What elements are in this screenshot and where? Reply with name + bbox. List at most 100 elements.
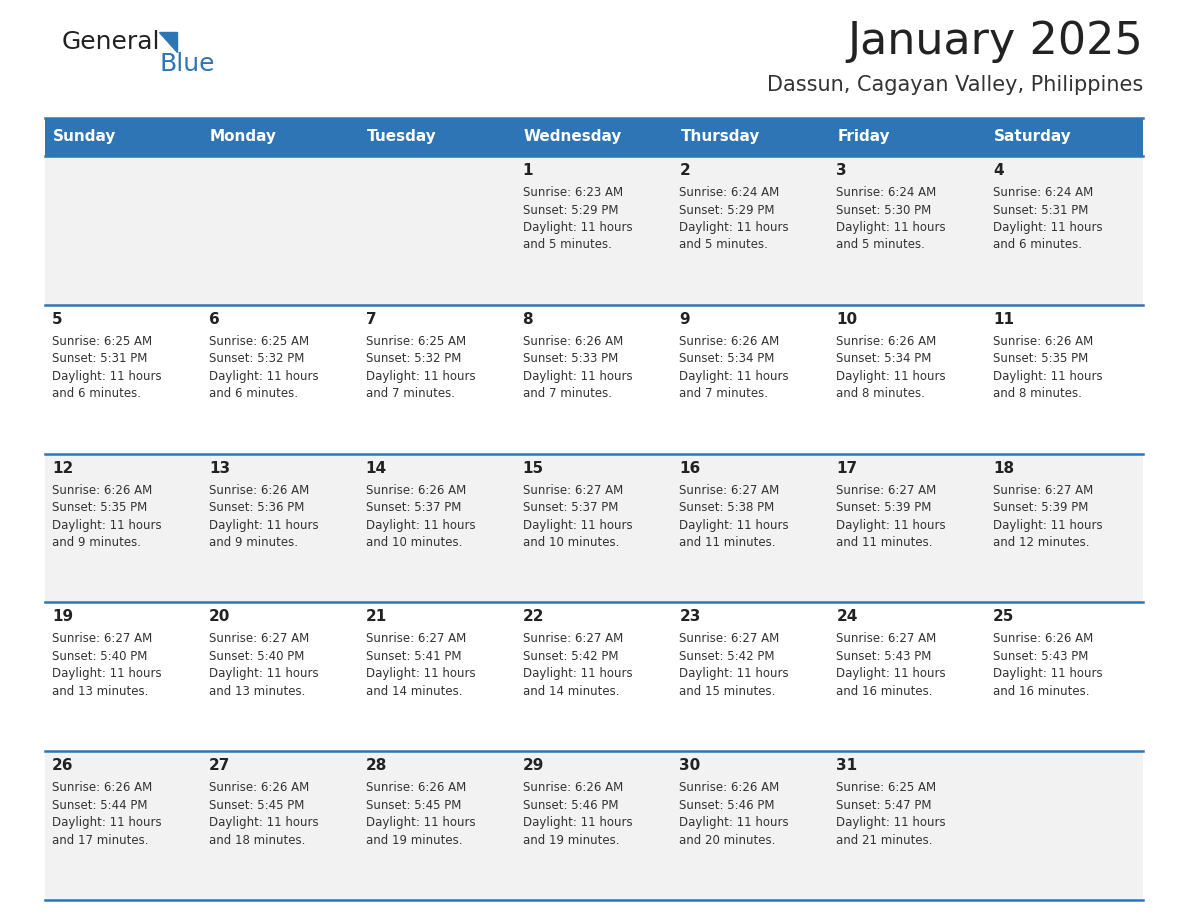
Text: 30: 30 (680, 758, 701, 773)
Text: Sunset: 5:43 PM: Sunset: 5:43 PM (993, 650, 1088, 663)
Text: Sunrise: 6:24 AM: Sunrise: 6:24 AM (836, 186, 936, 199)
Text: Sunrise: 6:24 AM: Sunrise: 6:24 AM (680, 186, 779, 199)
Text: and 20 minutes.: and 20 minutes. (680, 834, 776, 846)
Text: and 13 minutes.: and 13 minutes. (52, 685, 148, 698)
Text: Sunset: 5:34 PM: Sunset: 5:34 PM (836, 353, 931, 365)
Text: Daylight: 11 hours: Daylight: 11 hours (993, 667, 1102, 680)
Text: 3: 3 (836, 163, 847, 178)
Text: Saturday: Saturday (994, 129, 1072, 144)
Text: 17: 17 (836, 461, 858, 476)
Text: and 18 minutes.: and 18 minutes. (209, 834, 305, 846)
Text: Sunset: 5:37 PM: Sunset: 5:37 PM (523, 501, 618, 514)
Text: Sunset: 5:32 PM: Sunset: 5:32 PM (209, 353, 304, 365)
Text: Daylight: 11 hours: Daylight: 11 hours (366, 519, 475, 532)
Text: Sunset: 5:36 PM: Sunset: 5:36 PM (209, 501, 304, 514)
Text: Sunrise: 6:26 AM: Sunrise: 6:26 AM (993, 633, 1093, 645)
Text: Daylight: 11 hours: Daylight: 11 hours (52, 370, 162, 383)
Text: 2: 2 (680, 163, 690, 178)
Text: Sunset: 5:44 PM: Sunset: 5:44 PM (52, 799, 147, 812)
Text: 6: 6 (209, 312, 220, 327)
Text: and 5 minutes.: and 5 minutes. (680, 239, 769, 252)
Text: Dassun, Cagayan Valley, Philippines: Dassun, Cagayan Valley, Philippines (766, 75, 1143, 95)
Text: and 8 minutes.: and 8 minutes. (836, 387, 925, 400)
Text: 14: 14 (366, 461, 387, 476)
Text: Sunrise: 6:27 AM: Sunrise: 6:27 AM (52, 633, 152, 645)
Text: Sunrise: 6:27 AM: Sunrise: 6:27 AM (523, 484, 623, 497)
Text: Daylight: 11 hours: Daylight: 11 hours (523, 816, 632, 829)
Text: Daylight: 11 hours: Daylight: 11 hours (680, 816, 789, 829)
Text: 28: 28 (366, 758, 387, 773)
Text: 21: 21 (366, 610, 387, 624)
Text: Daylight: 11 hours: Daylight: 11 hours (680, 370, 789, 383)
Text: and 7 minutes.: and 7 minutes. (523, 387, 612, 400)
Text: and 7 minutes.: and 7 minutes. (680, 387, 769, 400)
Text: 1: 1 (523, 163, 533, 178)
Text: Sunset: 5:37 PM: Sunset: 5:37 PM (366, 501, 461, 514)
Text: 11: 11 (993, 312, 1015, 327)
Text: Daylight: 11 hours: Daylight: 11 hours (993, 370, 1102, 383)
Text: Sunrise: 6:25 AM: Sunrise: 6:25 AM (209, 335, 309, 348)
Text: 16: 16 (680, 461, 701, 476)
Text: 24: 24 (836, 610, 858, 624)
Text: Daylight: 11 hours: Daylight: 11 hours (523, 221, 632, 234)
Text: Daylight: 11 hours: Daylight: 11 hours (836, 519, 946, 532)
Text: Daylight: 11 hours: Daylight: 11 hours (836, 221, 946, 234)
Text: Sunset: 5:41 PM: Sunset: 5:41 PM (366, 650, 461, 663)
Text: Sunrise: 6:23 AM: Sunrise: 6:23 AM (523, 186, 623, 199)
Text: and 6 minutes.: and 6 minutes. (52, 387, 141, 400)
Text: General: General (62, 30, 160, 54)
Text: January 2025: January 2025 (847, 20, 1143, 63)
Text: Thursday: Thursday (681, 129, 760, 144)
Bar (45, 602, 1143, 751)
Text: Daylight: 11 hours: Daylight: 11 hours (523, 370, 632, 383)
Text: and 6 minutes.: and 6 minutes. (209, 387, 298, 400)
Text: 25: 25 (993, 610, 1015, 624)
Text: Sunrise: 6:27 AM: Sunrise: 6:27 AM (680, 484, 779, 497)
Text: 23: 23 (680, 610, 701, 624)
Text: and 10 minutes.: and 10 minutes. (366, 536, 462, 549)
Text: Daylight: 11 hours: Daylight: 11 hours (993, 519, 1102, 532)
Text: Daylight: 11 hours: Daylight: 11 hours (209, 667, 318, 680)
Text: Daylight: 11 hours: Daylight: 11 hours (209, 519, 318, 532)
Text: Sunset: 5:30 PM: Sunset: 5:30 PM (836, 204, 931, 217)
Text: 15: 15 (523, 461, 544, 476)
Text: 7: 7 (366, 312, 377, 327)
Text: Daylight: 11 hours: Daylight: 11 hours (680, 221, 789, 234)
Text: 12: 12 (52, 461, 74, 476)
Text: Daylight: 11 hours: Daylight: 11 hours (209, 816, 318, 829)
Bar (45, 453, 1143, 602)
Text: Sunday: Sunday (53, 129, 116, 144)
Text: Sunrise: 6:27 AM: Sunrise: 6:27 AM (523, 633, 623, 645)
Text: Sunrise: 6:26 AM: Sunrise: 6:26 AM (52, 484, 152, 497)
Text: Daylight: 11 hours: Daylight: 11 hours (836, 667, 946, 680)
Text: Sunrise: 6:26 AM: Sunrise: 6:26 AM (366, 484, 466, 497)
Text: Daylight: 11 hours: Daylight: 11 hours (52, 667, 162, 680)
Text: Daylight: 11 hours: Daylight: 11 hours (523, 519, 632, 532)
Text: Blue: Blue (159, 52, 215, 76)
Text: 18: 18 (993, 461, 1015, 476)
Text: Sunset: 5:47 PM: Sunset: 5:47 PM (836, 799, 931, 812)
Text: and 8 minutes.: and 8 minutes. (993, 387, 1082, 400)
Text: and 9 minutes.: and 9 minutes. (52, 536, 141, 549)
Text: Sunrise: 6:25 AM: Sunrise: 6:25 AM (836, 781, 936, 794)
Text: Sunrise: 6:26 AM: Sunrise: 6:26 AM (523, 781, 623, 794)
Text: Sunset: 5:42 PM: Sunset: 5:42 PM (680, 650, 775, 663)
Text: Sunrise: 6:26 AM: Sunrise: 6:26 AM (209, 781, 309, 794)
Text: Sunset: 5:31 PM: Sunset: 5:31 PM (993, 204, 1088, 217)
Text: Daylight: 11 hours: Daylight: 11 hours (209, 370, 318, 383)
Text: Sunset: 5:34 PM: Sunset: 5:34 PM (680, 353, 775, 365)
Text: Sunset: 5:46 PM: Sunset: 5:46 PM (680, 799, 775, 812)
Text: 20: 20 (209, 610, 230, 624)
Text: Sunrise: 6:26 AM: Sunrise: 6:26 AM (52, 781, 152, 794)
Text: Daylight: 11 hours: Daylight: 11 hours (993, 221, 1102, 234)
Text: Sunrise: 6:26 AM: Sunrise: 6:26 AM (993, 335, 1093, 348)
Text: Daylight: 11 hours: Daylight: 11 hours (52, 519, 162, 532)
Text: Sunset: 5:45 PM: Sunset: 5:45 PM (366, 799, 461, 812)
Text: 26: 26 (52, 758, 74, 773)
Text: Daylight: 11 hours: Daylight: 11 hours (836, 370, 946, 383)
Text: Sunrise: 6:27 AM: Sunrise: 6:27 AM (209, 633, 309, 645)
Text: Sunset: 5:39 PM: Sunset: 5:39 PM (836, 501, 931, 514)
Text: and 12 minutes.: and 12 minutes. (993, 536, 1089, 549)
Text: and 21 minutes.: and 21 minutes. (836, 834, 933, 846)
Text: Sunrise: 6:27 AM: Sunrise: 6:27 AM (993, 484, 1093, 497)
